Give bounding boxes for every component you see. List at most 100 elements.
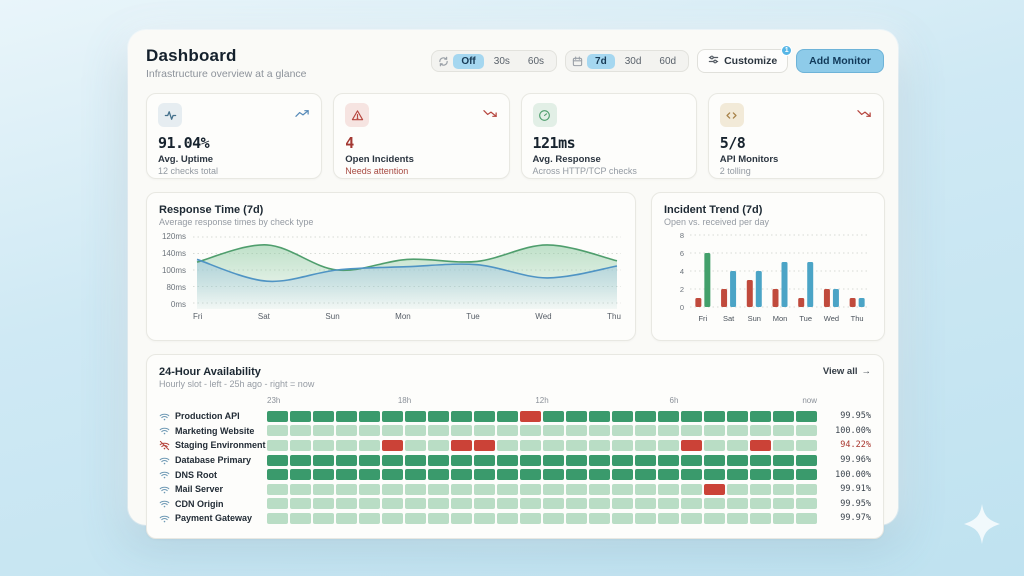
slot-up[interactable] bbox=[612, 483, 633, 495]
slot-up[interactable] bbox=[750, 512, 771, 524]
slot-up[interactable] bbox=[658, 439, 679, 451]
slot-up[interactable] bbox=[566, 483, 587, 495]
slot-up[interactable] bbox=[359, 410, 380, 422]
slot-up[interactable] bbox=[796, 483, 817, 495]
bar-received[interactable] bbox=[807, 262, 814, 307]
slot-up[interactable] bbox=[267, 439, 288, 451]
slot-up[interactable] bbox=[635, 454, 656, 466]
slot-up[interactable] bbox=[451, 410, 472, 422]
slot-up[interactable] bbox=[773, 512, 794, 524]
slot-up[interactable] bbox=[543, 425, 564, 437]
slot-up[interactable] bbox=[497, 425, 518, 437]
slot-up[interactable] bbox=[313, 469, 334, 481]
slot-up[interactable] bbox=[727, 498, 748, 510]
refresh-option-60s[interactable]: 60s bbox=[520, 54, 552, 69]
slot-up[interactable] bbox=[520, 483, 541, 495]
slot-up[interactable] bbox=[543, 469, 564, 481]
slot-up[interactable] bbox=[359, 483, 380, 495]
slot-up[interactable] bbox=[359, 425, 380, 437]
slot-up[interactable] bbox=[382, 469, 403, 481]
bar-open[interactable] bbox=[746, 280, 753, 307]
slot-up[interactable] bbox=[474, 425, 495, 437]
slot-up[interactable] bbox=[727, 483, 748, 495]
response-chart-plot[interactable] bbox=[191, 233, 623, 309]
slot-up[interactable] bbox=[359, 454, 380, 466]
add-monitor-button[interactable]: Add Monitor bbox=[796, 49, 884, 73]
bar-open[interactable] bbox=[849, 298, 856, 307]
slot-up[interactable] bbox=[612, 498, 633, 510]
slot-up[interactable] bbox=[566, 469, 587, 481]
slot-up[interactable] bbox=[290, 483, 311, 495]
slot-up[interactable] bbox=[336, 425, 357, 437]
slot-up[interactable] bbox=[520, 439, 541, 451]
bar-received[interactable] bbox=[858, 298, 865, 307]
slot-up[interactable] bbox=[497, 410, 518, 422]
slot-up[interactable] bbox=[359, 498, 380, 510]
slot-up[interactable] bbox=[566, 454, 587, 466]
slot-up[interactable] bbox=[543, 512, 564, 524]
slot-up[interactable] bbox=[796, 512, 817, 524]
slot-up[interactable] bbox=[474, 498, 495, 510]
slot-up[interactable] bbox=[497, 454, 518, 466]
slot-up[interactable] bbox=[773, 410, 794, 422]
slot-up[interactable] bbox=[451, 469, 472, 481]
slot-up[interactable] bbox=[681, 483, 702, 495]
slot-up[interactable] bbox=[566, 512, 587, 524]
slot-up[interactable] bbox=[589, 425, 610, 437]
slot-up[interactable] bbox=[727, 469, 748, 481]
slot-up[interactable] bbox=[658, 425, 679, 437]
bar-open[interactable] bbox=[798, 298, 805, 307]
bar-received[interactable] bbox=[730, 271, 737, 307]
slot-up[interactable] bbox=[405, 469, 426, 481]
slot-up[interactable] bbox=[428, 512, 449, 524]
bar-open[interactable] bbox=[695, 298, 702, 307]
slot-up[interactable] bbox=[451, 425, 472, 437]
slot-up[interactable] bbox=[474, 410, 495, 422]
slot-up[interactable] bbox=[428, 498, 449, 510]
refresh-option-30s[interactable]: 30s bbox=[486, 54, 518, 69]
slot-up[interactable] bbox=[336, 498, 357, 510]
refresh-option-off[interactable]: Off bbox=[453, 53, 484, 69]
bar-received[interactable] bbox=[755, 271, 762, 307]
slot-up[interactable] bbox=[704, 410, 725, 422]
range-option-60d[interactable]: 60d bbox=[651, 54, 684, 69]
slot-up[interactable] bbox=[796, 454, 817, 466]
slot-up[interactable] bbox=[658, 498, 679, 510]
availability-row[interactable]: Mail Server 99.91% bbox=[159, 482, 871, 497]
slot-up[interactable] bbox=[382, 425, 403, 437]
slot-up[interactable] bbox=[589, 483, 610, 495]
availability-row[interactable]: Database Primary 99.96% bbox=[159, 453, 871, 468]
slot-up[interactable] bbox=[428, 469, 449, 481]
slot-up[interactable] bbox=[681, 512, 702, 524]
slot-up[interactable] bbox=[612, 425, 633, 437]
slot-up[interactable] bbox=[267, 498, 288, 510]
slot-up[interactable] bbox=[704, 439, 725, 451]
slot-up[interactable] bbox=[750, 410, 771, 422]
slot-up[interactable] bbox=[336, 410, 357, 422]
slot-down[interactable] bbox=[520, 410, 541, 422]
slot-up[interactable] bbox=[566, 425, 587, 437]
slot-up[interactable] bbox=[313, 483, 334, 495]
customize-button[interactable]: Customize 1 bbox=[697, 45, 793, 73]
slot-up[interactable] bbox=[681, 410, 702, 422]
slot-up[interactable] bbox=[773, 469, 794, 481]
slot-up[interactable] bbox=[750, 483, 771, 495]
slot-up[interactable] bbox=[290, 410, 311, 422]
slot-up[interactable] bbox=[750, 425, 771, 437]
slot-up[interactable] bbox=[635, 512, 656, 524]
slot-up[interactable] bbox=[612, 469, 633, 481]
slot-up[interactable] bbox=[313, 425, 334, 437]
slot-up[interactable] bbox=[451, 512, 472, 524]
slot-up[interactable] bbox=[313, 498, 334, 510]
slot-up[interactable] bbox=[405, 439, 426, 451]
slot-up[interactable] bbox=[336, 439, 357, 451]
slot-up[interactable] bbox=[566, 410, 587, 422]
slot-up[interactable] bbox=[635, 425, 656, 437]
slot-up[interactable] bbox=[543, 439, 564, 451]
slot-up[interactable] bbox=[704, 454, 725, 466]
slot-up[interactable] bbox=[727, 439, 748, 451]
slot-up[interactable] bbox=[405, 454, 426, 466]
slot-up[interactable] bbox=[382, 410, 403, 422]
slot-up[interactable] bbox=[313, 439, 334, 451]
slot-up[interactable] bbox=[520, 512, 541, 524]
